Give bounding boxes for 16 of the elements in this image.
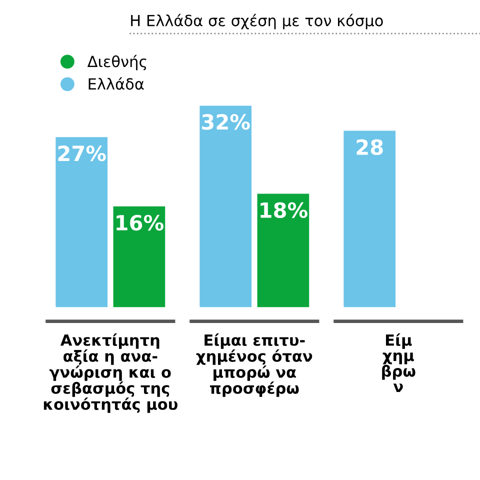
data-label: 27% (58, 146, 106, 162)
data-label: 16% (116, 214, 164, 231)
legend-label: Διεθνής (87, 54, 146, 70)
bar (200, 106, 252, 308)
data-label: 32% (202, 114, 250, 130)
bar (257, 194, 310, 308)
data-label: 18% (260, 202, 308, 218)
chart-title: Η Ελλάδα σε σχέση με τον κόσμο (131, 14, 383, 30)
data-label: 28 (356, 139, 383, 155)
bar (113, 206, 166, 308)
bar (56, 137, 108, 308)
bar (344, 130, 396, 308)
x-tick-label: Ανεκτίμητη αξία η ανα- γνώριση και ο σεβασμός της κοινότητάς μου (44, 333, 178, 413)
x-tick-label: Είμ χημ βρω ν (382, 333, 416, 392)
x-tick-label: Είμαι επιτυ- χημένος όταν μπορώ να προσφέρω (196, 333, 312, 397)
legend-label: Ελλάδα (88, 77, 144, 90)
